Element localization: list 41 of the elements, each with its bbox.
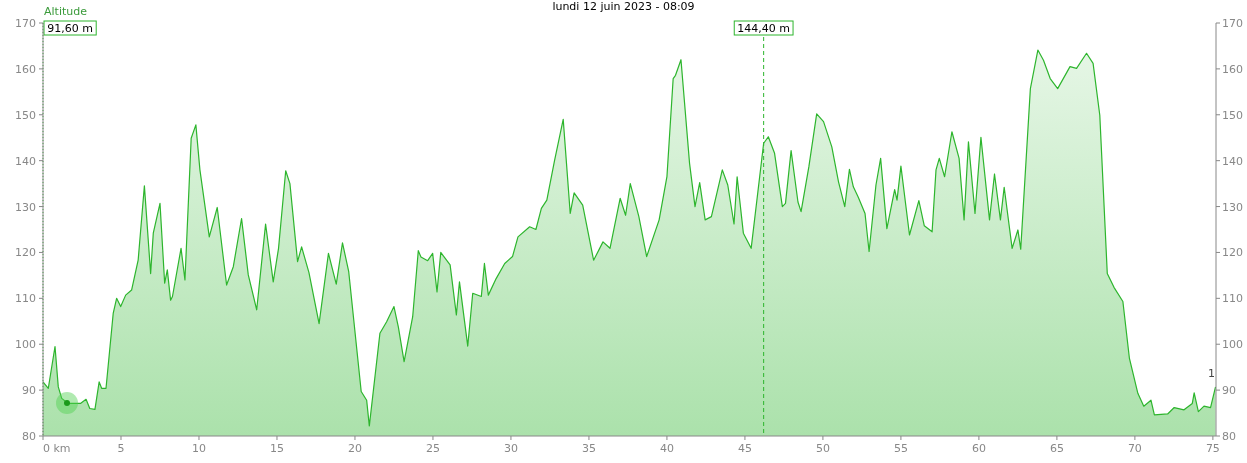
y-tick-label: 130 <box>15 200 36 214</box>
chart-title: lundi 12 juin 2023 - 08:09 <box>552 0 695 13</box>
x-tick-label: 35 <box>581 442 596 455</box>
x-tick-label: 75 <box>1205 442 1220 455</box>
x-tick-label: 65 <box>1049 442 1064 455</box>
y-tick-label: 110 <box>15 292 36 306</box>
x-tick-label: 30 <box>503 442 518 455</box>
y-tick-label: 90 <box>22 384 36 398</box>
y2-tick-label: 110 <box>1222 292 1243 306</box>
x-tick-label: 40 <box>659 442 674 455</box>
y-tick-label: 100 <box>15 338 36 352</box>
y2-tick-label: 150 <box>1222 108 1243 122</box>
x-tick-label: 20 <box>347 442 362 455</box>
y-tick-label: 120 <box>15 246 36 260</box>
x-tick-label: 70 <box>1127 442 1142 455</box>
y2-tick-label: 120 <box>1222 246 1243 260</box>
x-tick-label: 0 km <box>43 442 71 455</box>
y2-tick-label: 130 <box>1222 200 1243 214</box>
y-tick-label: 160 <box>15 62 36 76</box>
y-tick-label: 170 <box>15 17 36 30</box>
y2-tick-label: 90 <box>1222 384 1236 398</box>
y-tick-label: 80 <box>22 430 36 443</box>
y-tick-label: 140 <box>15 154 36 168</box>
y-axis-title: Altitude <box>44 5 88 18</box>
ref-line-label: 144,40 m <box>737 22 790 35</box>
ref-line-label: 91,60 m <box>47 22 93 35</box>
annotation: 1 <box>1208 366 1216 380</box>
y2-tick-label: 100 <box>1222 338 1243 352</box>
x-tick-label: 5 <box>117 442 125 455</box>
y-tick-label: 150 <box>15 108 36 122</box>
x-tick-label: 25 <box>425 442 440 455</box>
x-tick-label: 45 <box>737 442 752 455</box>
x-tick-label: 15 <box>269 442 284 455</box>
x-tick-label: 55 <box>893 442 908 455</box>
x-tick-label: 60 <box>971 442 986 455</box>
x-tick-label: 10 <box>191 442 206 455</box>
y2-tick-label: 170 <box>1222 17 1243 30</box>
y2-tick-label: 160 <box>1222 62 1243 76</box>
y2-tick-label: 140 <box>1222 154 1243 168</box>
y2-tick-label: 80 <box>1222 430 1236 443</box>
x-tick-label: 50 <box>815 442 830 455</box>
